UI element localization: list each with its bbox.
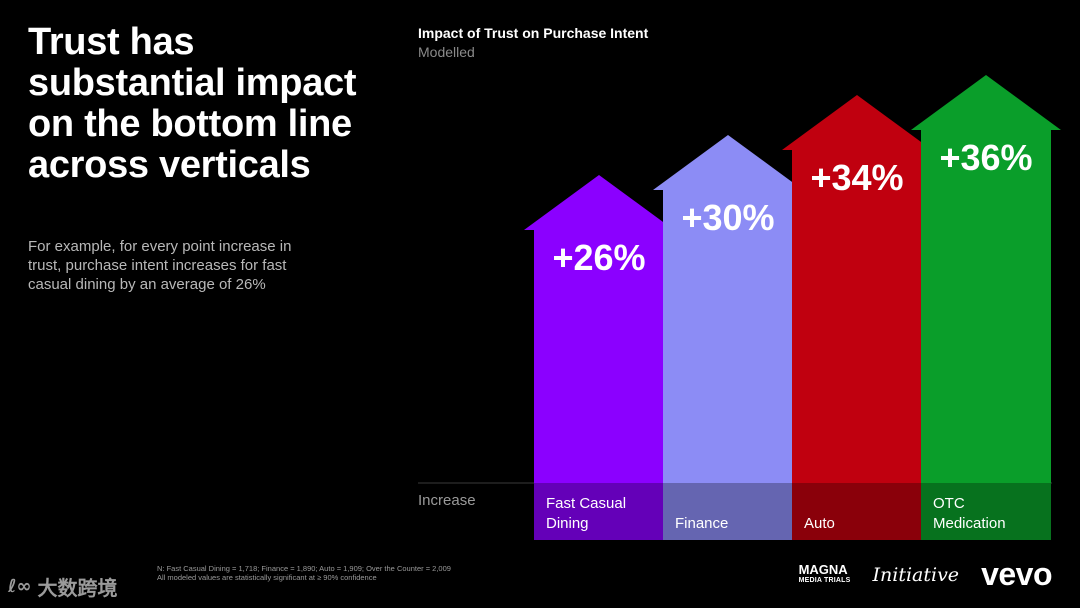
category-label: Finance xyxy=(675,515,728,532)
arrow-bar: +34% Auto xyxy=(782,95,932,540)
initiative-logo: Initiative xyxy=(872,563,960,586)
watermark-text: 大数跨境 xyxy=(37,578,118,600)
category-band xyxy=(663,483,793,540)
footnote-line-1: N: Fast Casual Dining = 1,718; Finance =… xyxy=(157,564,451,573)
row-label: Increase xyxy=(418,492,476,509)
vevo-logo: vevo xyxy=(981,556,1052,592)
arrow-bar: +36% OTC Medication xyxy=(911,75,1061,540)
value-label: +36% xyxy=(939,137,1032,178)
arrow-shape xyxy=(653,135,803,540)
headline: Trust has substantial impact on the bott… xyxy=(28,21,357,186)
subtext: For example, for every point increase in… xyxy=(28,238,292,293)
footnote: N: Fast Casual Dining = 1,718; Finance =… xyxy=(157,564,451,582)
arrow-shape xyxy=(911,75,1061,540)
category-band xyxy=(792,483,922,540)
arrow-shape xyxy=(782,95,932,540)
value-label: +30% xyxy=(681,197,774,238)
category-label: Fast Casual xyxy=(546,495,626,512)
chart-title: Impact of Trust on Purchase Intent xyxy=(418,25,649,41)
arrow-bar: +26% Fast Casual Dining xyxy=(524,175,674,540)
footnote-line-2: All modeled values are statistically sig… xyxy=(157,573,377,582)
category-label: OTC xyxy=(933,495,965,512)
watermark: ℓ∞ 大数跨境 xyxy=(8,572,117,601)
magna-logo: MAGNA MEDIA TRIALS xyxy=(798,562,851,585)
chart-subtitle: Modelled xyxy=(418,44,475,60)
category-band xyxy=(534,483,664,540)
category-label: Dining xyxy=(546,515,589,532)
category-label: Auto xyxy=(804,515,835,532)
watermark-logo-icon: ℓ∞ xyxy=(8,576,32,597)
category-band xyxy=(921,483,1051,540)
value-label: +34% xyxy=(810,157,903,198)
magna-logo-main: MAGNA xyxy=(798,562,848,577)
arrow-bar: +30% Finance xyxy=(653,135,803,540)
brand-logos: MAGNA MEDIA TRIALS Initiative vevo xyxy=(798,556,1053,593)
magna-logo-sub: MEDIA TRIALS xyxy=(798,577,851,584)
category-label: Medication xyxy=(933,515,1006,532)
value-label: +26% xyxy=(552,237,645,278)
arrow-shape xyxy=(524,175,674,540)
